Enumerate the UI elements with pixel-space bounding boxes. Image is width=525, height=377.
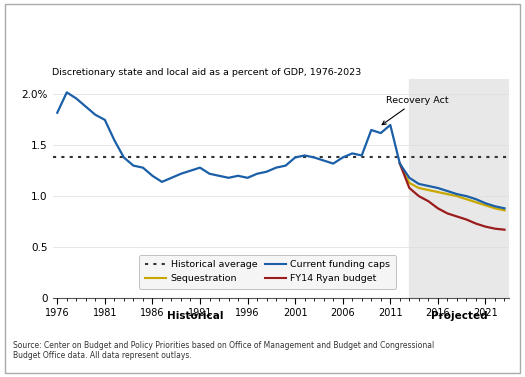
Text: Ryan Budget Would Cut State and Local Aid Far Below Historical Level: Ryan Budget Would Cut State and Local Ai… bbox=[37, 17, 488, 28]
Text: Recovery Act: Recovery Act bbox=[382, 95, 448, 125]
Text: Projected: Projected bbox=[431, 311, 488, 321]
Legend: Historical average, Sequestration, Current funding caps, FY14 Ryan budget: Historical average, Sequestration, Curre… bbox=[140, 255, 396, 289]
Bar bbox=[410, 79, 519, 298]
Text: Source: Center on Budget and Policy Priorities based on Office of Management and: Source: Center on Budget and Policy Prio… bbox=[13, 341, 434, 360]
Text: Discretionary state and local aid as a percent of GDP, 1976-2023: Discretionary state and local aid as a p… bbox=[52, 68, 362, 77]
Text: Historical: Historical bbox=[167, 311, 224, 321]
